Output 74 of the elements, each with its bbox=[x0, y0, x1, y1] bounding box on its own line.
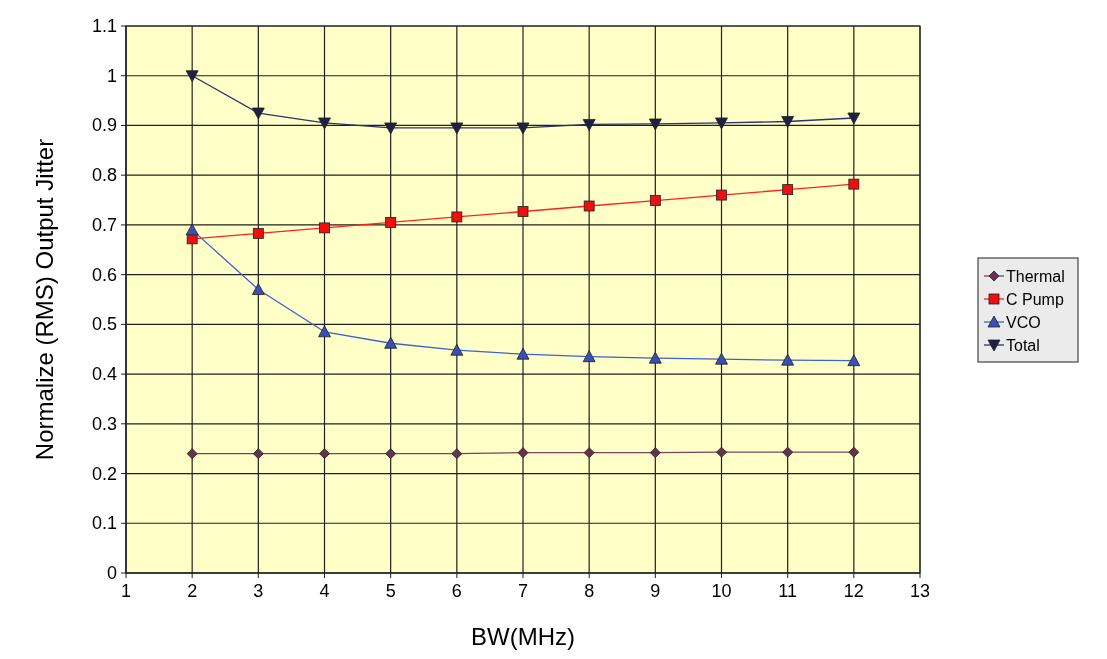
point bbox=[450, 343, 464, 356]
point bbox=[782, 446, 794, 458]
point bbox=[715, 352, 728, 365]
point bbox=[582, 350, 596, 363]
x-tick-label: 8 bbox=[584, 581, 595, 601]
y-tick-label: 0.1 bbox=[91, 513, 117, 534]
point bbox=[847, 354, 861, 367]
point bbox=[516, 122, 530, 135]
x-tick-label: 11 bbox=[778, 581, 798, 601]
point bbox=[252, 227, 264, 239]
x-tick-label: 9 bbox=[650, 581, 661, 601]
point bbox=[781, 353, 795, 366]
point bbox=[649, 447, 661, 459]
point bbox=[716, 189, 727, 201]
point bbox=[516, 347, 530, 360]
point bbox=[185, 223, 199, 236]
point bbox=[318, 117, 331, 130]
point bbox=[648, 118, 662, 131]
x-tick-label: 2 bbox=[187, 581, 198, 601]
legend-label: C Pump bbox=[1006, 291, 1064, 308]
point bbox=[319, 448, 330, 460]
y-tick-label: 0.8 bbox=[91, 165, 117, 186]
point bbox=[583, 447, 595, 459]
point bbox=[715, 117, 728, 130]
y-tick-label: 0.5 bbox=[91, 314, 117, 335]
x-axis-title: BW(MHz) bbox=[471, 623, 575, 650]
x-tick-label: 1 bbox=[120, 581, 132, 601]
legend-label: Total bbox=[1006, 337, 1040, 354]
point bbox=[318, 325, 331, 338]
point bbox=[450, 122, 464, 135]
point bbox=[848, 178, 860, 190]
legend-label: VCO bbox=[1006, 314, 1041, 331]
y-tick-label: 0.2 bbox=[91, 463, 117, 484]
point bbox=[583, 200, 595, 212]
point bbox=[319, 222, 330, 234]
point bbox=[451, 448, 463, 460]
point bbox=[251, 107, 265, 120]
x-tick-label: 5 bbox=[385, 581, 396, 601]
x-tick-label: 13 bbox=[909, 581, 931, 601]
point bbox=[251, 283, 265, 295]
point bbox=[384, 122, 398, 135]
point bbox=[847, 112, 861, 125]
point bbox=[517, 447, 529, 459]
point bbox=[185, 70, 199, 83]
point bbox=[649, 195, 661, 206]
point bbox=[648, 351, 662, 364]
point bbox=[716, 446, 727, 458]
point bbox=[848, 446, 860, 458]
x-tick-label: 3 bbox=[253, 581, 264, 601]
y-tick-label: 0 bbox=[106, 563, 117, 583]
y-tick-label: 0.9 bbox=[91, 115, 117, 136]
point bbox=[384, 336, 398, 349]
y-axis-title: Normalize (RMS) Output Jitter bbox=[31, 138, 58, 461]
point bbox=[782, 184, 794, 195]
x-tick-label: 10 bbox=[711, 581, 732, 601]
point bbox=[781, 116, 795, 128]
point bbox=[186, 448, 198, 460]
y-tick-label: 0.7 bbox=[91, 214, 117, 235]
point bbox=[582, 119, 596, 131]
point bbox=[517, 206, 529, 217]
y-tick-label: 1 bbox=[106, 65, 117, 86]
point bbox=[252, 448, 264, 460]
y-tick-label: 0.3 bbox=[91, 413, 117, 434]
x-tick-label: 12 bbox=[843, 581, 864, 601]
x-tick-label: 6 bbox=[451, 581, 462, 601]
y-tick-label: 0.6 bbox=[91, 264, 117, 285]
legend-label: Thermal bbox=[1006, 268, 1065, 285]
point bbox=[385, 217, 397, 228]
point bbox=[451, 211, 463, 223]
y-tick-label: 1.1 bbox=[91, 16, 117, 36]
point bbox=[385, 448, 397, 460]
x-tick-label: 4 bbox=[319, 581, 330, 601]
y-tick-label: 0.4 bbox=[91, 364, 117, 385]
x-tick-label: 7 bbox=[517, 581, 529, 601]
